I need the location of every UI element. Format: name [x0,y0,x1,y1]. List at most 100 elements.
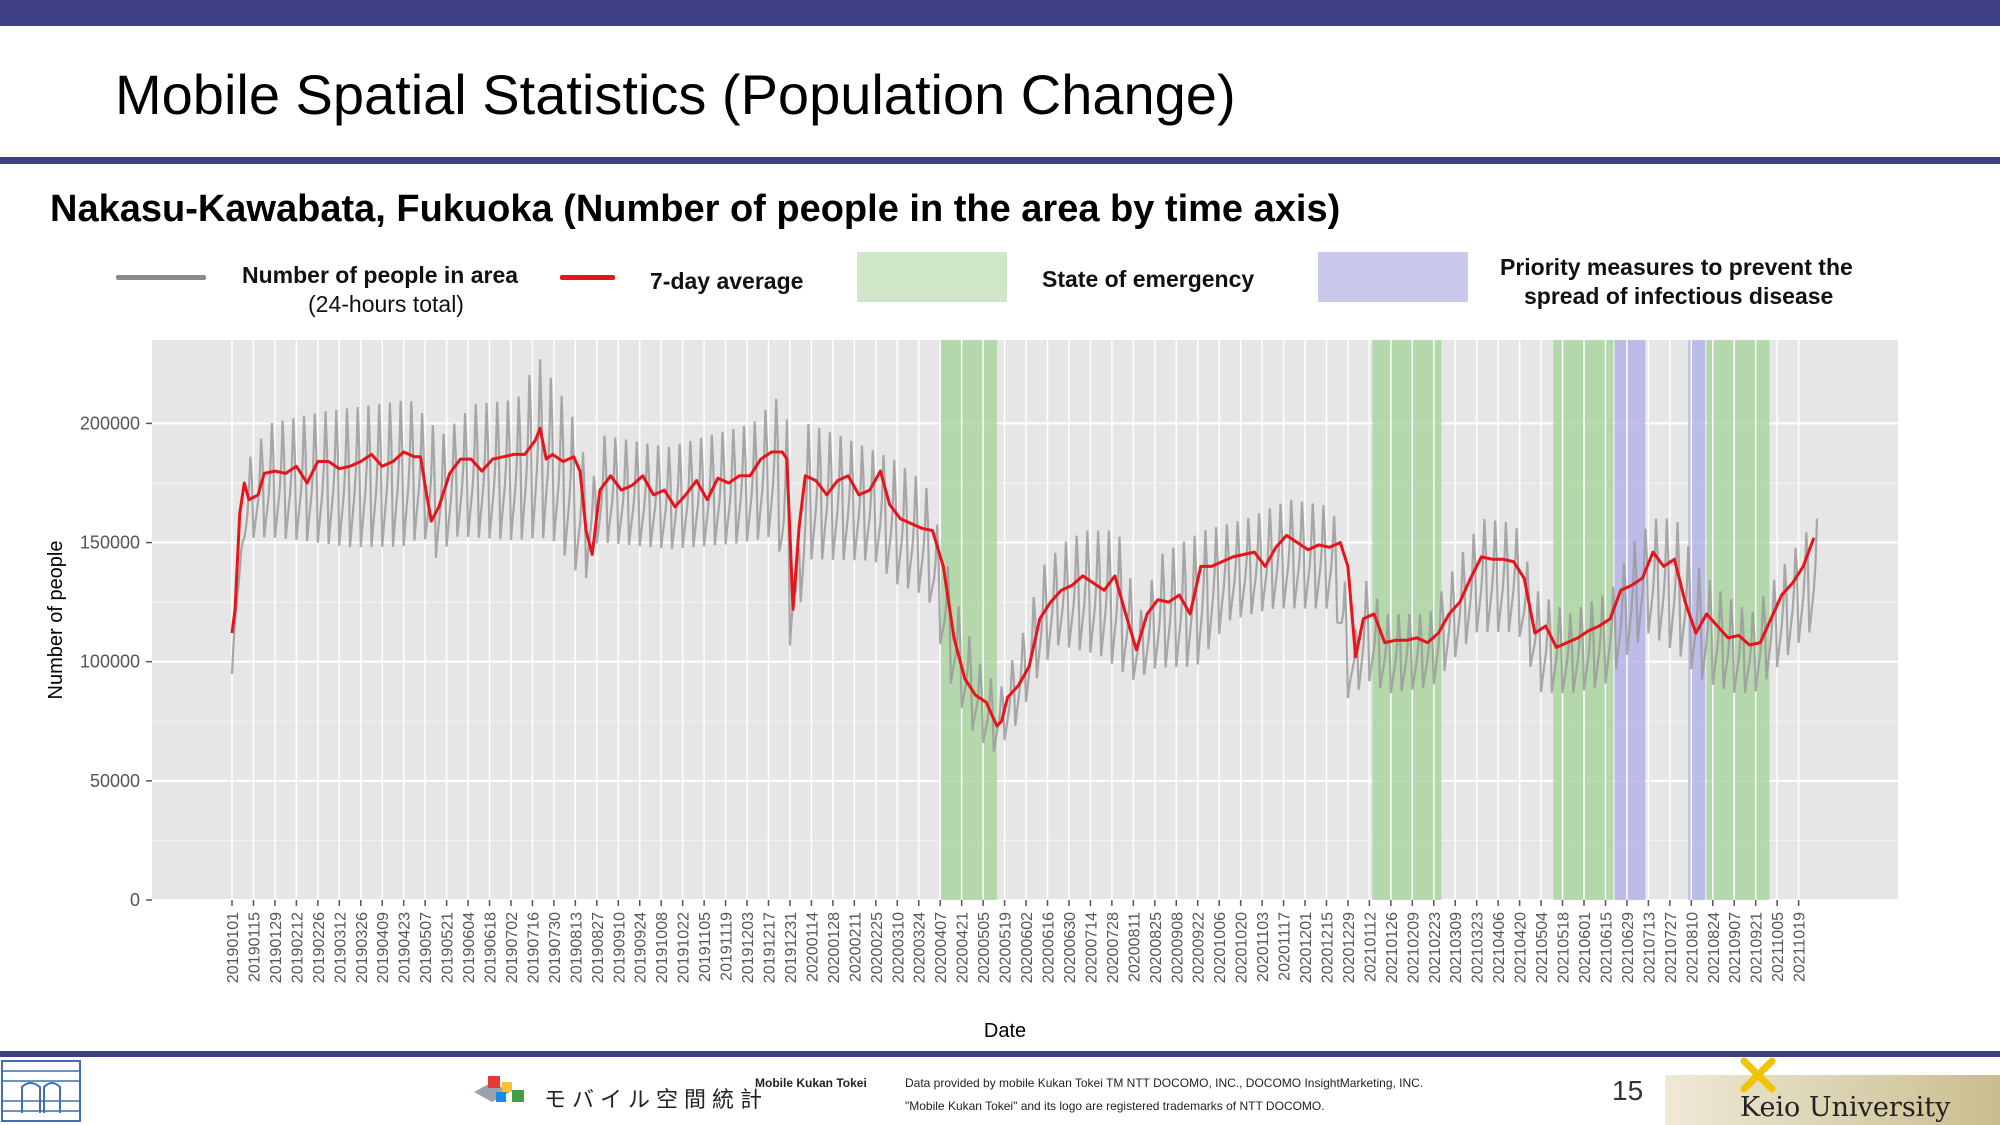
x-tick-label: 20200602 [1019,912,1036,983]
x-tick-label: 20200211 [847,912,864,982]
legend-avg-swatch [560,275,615,280]
y-tick-label: 100000 [80,652,140,672]
x-tick-label: 20200225 [869,912,886,983]
x-tick-label: 20190716 [525,912,542,983]
x-tick-label: 20190212 [289,912,306,983]
x-tick-label: 20190129 [268,912,285,983]
x-tick-label: 20201201 [1298,912,1315,983]
x-tick-label: 20200616 [1040,912,1057,983]
x-tick-label: 20210209 [1405,912,1422,983]
x-tick-label: 20210615 [1598,912,1615,983]
x-tick-label: 20210907 [1727,912,1744,983]
x-tick-label: 20210112 [1362,912,1379,982]
x-tick-label: 20190924 [633,912,650,983]
mobile-kukan-tokei-logo-icon [474,1076,524,1102]
x-tick-label: 20190730 [547,912,564,983]
x-tick-label: 20191119 [719,912,736,981]
x-tick-label: 20210921 [1749,912,1766,983]
x-tick-label: 20211019 [1792,912,1809,982]
x-tick-label: 20210810 [1684,912,1701,983]
x-tick-label: 20190226 [311,912,328,983]
legend-priority-swatch [1318,252,1468,302]
x-tick-label: 20210727 [1663,912,1680,983]
x-tick-label: 20200421 [955,912,972,983]
footer-credit-2: "Mobile Kukan Tokei" and its logo are re… [905,1099,1325,1113]
x-tick-label: 20210323 [1470,912,1487,983]
x-tick-label: 20200922 [1191,912,1208,983]
legend-daily-label: Number of people in area [242,262,519,288]
seven-day-average-line [230,426,1816,728]
page-number: 15 [1612,1075,1644,1106]
x-tick-label: 20190115 [246,912,263,982]
title-divider [0,157,2000,164]
x-tick-label: 20191008 [654,912,671,983]
legend-daily-swatch [116,275,206,280]
x-tick-label: 20190618 [483,912,500,983]
legend-emergency-label: State of emergency [1042,266,1255,292]
footer-credit-1: Data provided by mobile Kukan Tokei TM N… [905,1076,1424,1090]
university-name: Keio University [1740,1092,1951,1123]
x-tick-label: 20201215 [1319,912,1336,983]
x-tick-label: 20210406 [1491,912,1508,983]
x-tick-label: 20200728 [1105,912,1122,983]
slide-title: Mobile Spatial Statistics (Population Ch… [115,63,1236,126]
y-tick-label: 0 [130,890,140,910]
x-tick-label: 20201117 [1277,912,1294,981]
x-tick-label: 20190312 [332,912,349,983]
x-tick-label: 20210420 [1513,912,1530,983]
x-tick-label: 20191203 [740,912,757,983]
x-tick-label: 20190827 [590,912,607,983]
x-tick-label: 20190409 [375,912,392,983]
legend-avg-label: 7-day average [650,268,804,294]
x-tick-label: 20190604 [461,912,478,983]
x-tick-label: 20191231 [783,912,800,983]
x-tick-label: 20210223 [1427,912,1444,983]
x-axis-title: Date [984,1020,1026,1042]
x-tick-label: 20190521 [440,912,457,983]
x-tick-label: 20190702 [504,912,521,983]
x-tick-label: 20190101 [225,912,242,983]
x-tick-label: 20200310 [890,912,907,983]
x-tick-label: 20190813 [568,912,585,983]
chart-subtitle: Nakasu-Kawabata, Fukuoka (Number of peop… [50,188,1341,230]
x-tick-label: 20200811 [1126,912,1143,982]
population-chart: 0 50000 100000 150000 200000 20190101 20190115… [45,340,1898,1042]
footer-divider [0,1051,2000,1057]
footer-brand: Mobile Kukan Tokei [755,1076,867,1090]
x-tick-label: 20201103 [1255,912,1272,982]
legend-emergency-swatch [857,252,1007,302]
x-tick-label: 20190507 [418,912,435,983]
daily-people-line [230,359,1819,752]
x-tick-label: 20210824 [1706,912,1723,983]
y-axis-title: Number of people [45,541,67,700]
x-tick-label: 20200519 [998,912,1015,983]
keio-banner [1665,1075,2000,1125]
x-tick-label: 20190423 [397,912,414,983]
x-tick-label: 20201229 [1341,912,1358,983]
x-tick-label: 20210518 [1556,912,1573,983]
x-tick-label: 20201006 [1212,912,1229,983]
keio-pen-icon [1740,1057,1776,1093]
x-tick-label: 20210504 [1534,912,1551,983]
x-tick-label: 20211005 [1770,912,1787,982]
x-tick-label: 20210309 [1448,912,1465,983]
x-tick-label: 20190326 [354,912,371,983]
x-tick-label: 20210126 [1384,912,1401,983]
footer-logo-text: モバイル空間統計 [544,1087,769,1112]
legend-priority-label-1: Priority measures to prevent the [1500,254,1853,280]
x-tick-label: 20200825 [1148,912,1165,983]
y-tick-label: 150000 [80,533,140,553]
x-tick-label: 20200114 [804,912,821,982]
top-brand-bar [0,0,2000,26]
legend-daily-sub: (24-hours total) [308,291,464,317]
x-tick-label: 20200714 [1083,912,1100,983]
x-tick-label: 20191105 [697,912,714,982]
emergency-period [1706,340,1770,900]
x-tick-label: 20200630 [1062,912,1079,983]
legend-priority-label-2: spread of infectious disease [1524,283,1834,309]
x-tick-label: 20191022 [676,912,693,983]
y-tick-label: 50000 [90,771,140,791]
x-tick-label: 20190910 [611,912,628,983]
x-tick-label: 20210629 [1620,912,1637,983]
x-tick-label: 20210601 [1577,912,1594,983]
